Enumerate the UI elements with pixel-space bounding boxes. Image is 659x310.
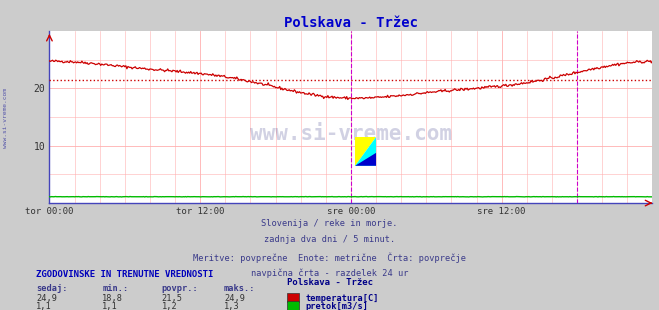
Text: temperatura[C]: temperatura[C] — [305, 294, 379, 303]
Text: 1,3: 1,3 — [224, 302, 240, 310]
Title: Polskava - Tržec: Polskava - Tržec — [284, 16, 418, 30]
Text: Meritve: povprečne  Enote: metrične  Črta: povprečje: Meritve: povprečne Enote: metrične Črta:… — [193, 252, 466, 263]
Text: zadnja dva dni / 5 minut.: zadnja dva dni / 5 minut. — [264, 235, 395, 244]
Text: navpična črta - razdelek 24 ur: navpična črta - razdelek 24 ur — [251, 269, 408, 278]
Text: 21,5: 21,5 — [161, 294, 183, 303]
Text: min.:: min.: — [102, 284, 129, 294]
Text: 1,2: 1,2 — [161, 302, 177, 310]
Text: 1,1: 1,1 — [36, 302, 52, 310]
Text: 18,8: 18,8 — [102, 294, 123, 303]
Polygon shape — [355, 137, 376, 166]
Text: ZGODOVINSKE IN TRENUTNE VREDNOSTI: ZGODOVINSKE IN TRENUTNE VREDNOSTI — [36, 270, 214, 279]
Text: 24,9: 24,9 — [224, 294, 245, 303]
Polygon shape — [355, 137, 376, 166]
Text: sedaj:: sedaj: — [36, 284, 68, 294]
Text: Slovenija / reke in morje.: Slovenija / reke in morje. — [261, 219, 398, 228]
Text: www.si-vreme.com: www.si-vreme.com — [3, 88, 8, 148]
Text: pretok[m3/s]: pretok[m3/s] — [305, 302, 368, 310]
Text: maks.:: maks.: — [224, 284, 256, 294]
Text: Polskava - Tržec: Polskava - Tržec — [287, 278, 373, 287]
Polygon shape — [355, 153, 376, 166]
Text: 24,9: 24,9 — [36, 294, 57, 303]
Text: 1,1: 1,1 — [102, 302, 118, 310]
Text: www.si-vreme.com: www.si-vreme.com — [250, 124, 452, 144]
Text: povpr.:: povpr.: — [161, 284, 198, 294]
